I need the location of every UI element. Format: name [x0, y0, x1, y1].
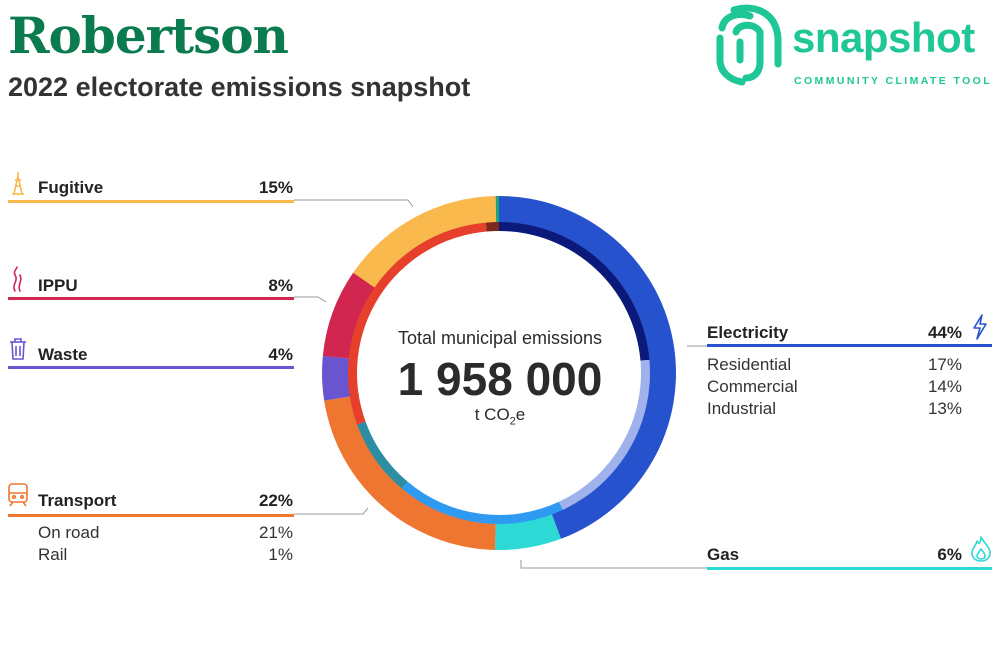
ippu-rule — [8, 297, 294, 300]
fugitive-rule — [8, 200, 294, 203]
slice-commercial — [559, 359, 650, 510]
electricity-sub-label: Industrial — [707, 399, 776, 418]
slice-residential — [499, 222, 650, 361]
transport-sub-pct: 1% — [268, 545, 293, 564]
bin-icon — [10, 338, 26, 360]
waste-rule — [8, 366, 294, 369]
fugitive-leader-line — [294, 199, 414, 208]
waste-label: Waste — [38, 345, 88, 364]
transport-sub-label: Rail — [38, 545, 68, 564]
slice-electricity — [499, 196, 676, 539]
slice-industrial — [401, 481, 563, 524]
ippu-leader-line — [294, 296, 327, 303]
gas-pct: 6% — [937, 545, 962, 564]
slice-gas — [357, 421, 408, 489]
electricity-sub-label: Residential — [707, 355, 792, 374]
slice-rail — [485, 222, 499, 232]
slice-ippu — [322, 272, 376, 359]
electricity-sub-pct: 13% — [927, 399, 962, 418]
gas-label: Gas — [707, 545, 740, 564]
transport-leader-line — [294, 507, 369, 515]
page-title: Robertson — [8, 6, 289, 65]
transport-label: Transport — [38, 491, 117, 510]
transport-rule — [8, 514, 294, 517]
transport-sub-label: On road — [38, 523, 100, 542]
gas-rule — [707, 567, 992, 570]
center-unit: t CO2e — [474, 405, 526, 428]
logo-wordmark: snapshot — [792, 14, 975, 61]
electricity-rule — [707, 344, 992, 347]
fingerprint-icon — [716, 4, 782, 86]
electricity-label: Electricity — [707, 323, 789, 342]
logo-tagline: COMMUNITY CLIMATE TOOL — [794, 75, 993, 87]
waste-pct: 4% — [268, 345, 293, 364]
gas-leader-line — [520, 560, 707, 569]
smoke-icon — [13, 266, 22, 292]
electricity-pct: 44% — [927, 323, 962, 342]
ippu-pct: 8% — [268, 276, 293, 295]
train-icon — [8, 483, 28, 507]
fugitive-label: Fugitive — [38, 178, 104, 197]
slice-other — [495, 196, 499, 224]
electricity-sub-pct: 14% — [927, 377, 962, 396]
fugitive-pct: 15% — [258, 178, 293, 197]
lightning-icon — [973, 314, 987, 340]
center-label: Total municipal emissions — [397, 328, 603, 348]
oil-rig-icon — [12, 172, 24, 195]
ippu-label: IPPU — [38, 276, 78, 295]
page-subtitle: 2022 electorate emissions snapshot — [8, 72, 471, 102]
flame-icon — [971, 536, 991, 562]
slice-transport — [324, 396, 496, 550]
transport-pct: 22% — [258, 491, 293, 510]
slice-waste — [322, 355, 351, 401]
total-emissions-value: 1 958 000 — [397, 353, 603, 405]
electricity-sub-label: Commercial — [707, 377, 798, 396]
transport-sub-pct: 21% — [258, 523, 293, 542]
electricity-sub-pct: 17% — [927, 355, 962, 374]
snapshot-logo: snapshot COMMUNITY CLIMATE TOOL — [714, 2, 1000, 92]
